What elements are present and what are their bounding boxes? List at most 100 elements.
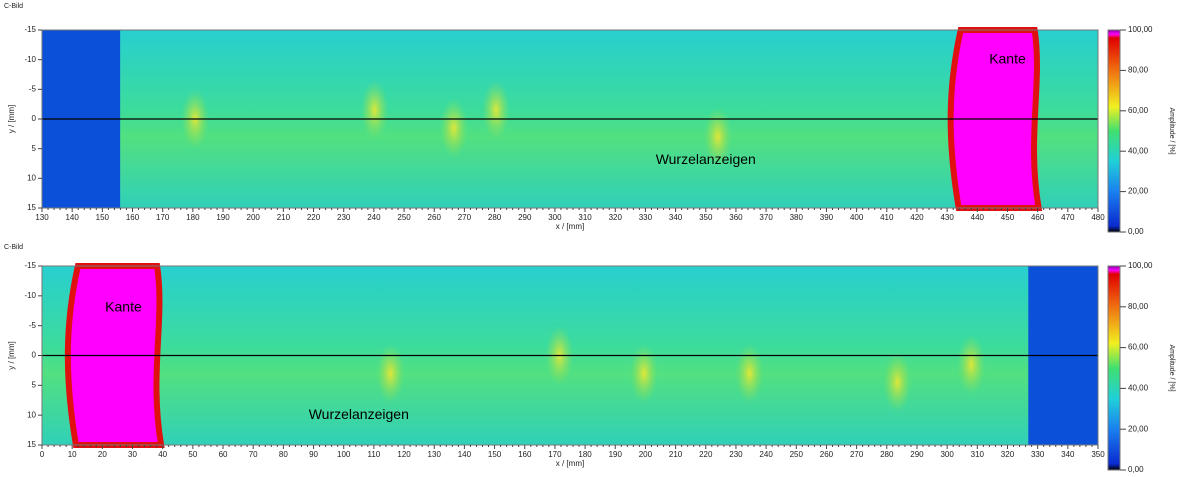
annotation: Kante	[105, 298, 142, 314]
colorbar-tick-label: 40,00	[1128, 146, 1149, 155]
x-tick-label: 230	[729, 450, 743, 459]
y-tick-label: 15	[27, 440, 36, 449]
x-tick-label: 90	[309, 450, 318, 459]
y-tick-label: -15	[24, 25, 36, 34]
x-tick-label: 410	[880, 213, 894, 222]
indication	[630, 343, 658, 403]
colorbar-tick-label: 20,00	[1128, 424, 1149, 433]
indication	[361, 80, 389, 140]
x-tick-label: 260	[428, 213, 442, 222]
y-tick-label: -5	[29, 321, 37, 330]
x-tick-label: 250	[790, 450, 804, 459]
y-tick-label: 0	[32, 351, 37, 360]
x-axis-label: x / [mm]	[556, 459, 584, 468]
x-tick-label: 10	[68, 450, 77, 459]
x-tick-label: 220	[699, 450, 713, 459]
x-tick-label: 190	[216, 213, 230, 222]
indication	[883, 352, 911, 412]
y-axis-label: y / [mm]	[7, 105, 16, 133]
x-tick-label: 100	[337, 450, 351, 459]
x-tick-label: 210	[669, 450, 683, 459]
indication	[482, 80, 510, 140]
c-scan-screenshot: C-Bild1301401501601701801902002102202302…	[0, 0, 1182, 477]
x-tick-label: 240	[759, 450, 773, 459]
x-tick-label: 130	[35, 213, 49, 222]
colorbar-tick-label: 0,00	[1128, 227, 1144, 236]
x-tick-label: 20	[98, 450, 107, 459]
x-tick-label: 470	[1061, 213, 1075, 222]
x-tick-label: 450	[1001, 213, 1015, 222]
x-tick-label: 440	[971, 213, 985, 222]
x-tick-label: 310	[971, 450, 985, 459]
x-tick-label: 200	[639, 450, 653, 459]
colorbar-tick-label: 60,00	[1128, 106, 1149, 115]
colorbar-tick-label: 100,00	[1128, 25, 1153, 34]
panel-caption: C-Bild	[4, 244, 23, 251]
x-tick-label: 80	[279, 450, 288, 459]
x-tick-label: 150	[96, 213, 110, 222]
y-axis-label: y / [mm]	[7, 341, 16, 369]
colorbar-tick-label: 0,00	[1128, 465, 1144, 474]
x-tick-label: 70	[249, 450, 258, 459]
x-tick-label: 170	[156, 213, 170, 222]
x-tick-label: 290	[518, 213, 532, 222]
colorbar	[1108, 30, 1120, 232]
x-tick-label: 60	[219, 450, 228, 459]
x-tick-label: 400	[850, 213, 864, 222]
x-tick-label: 50	[188, 450, 197, 459]
x-tick-label: 380	[790, 213, 804, 222]
x-tick-label: 200	[247, 213, 261, 222]
x-tick-label: 350	[1091, 450, 1105, 459]
x-tick-label: 120	[397, 450, 411, 459]
x-tick-label: 140	[458, 450, 472, 459]
x-tick-label: 260	[820, 450, 834, 459]
y-tick-label: 15	[27, 203, 36, 212]
x-tick-label: 300	[940, 450, 954, 459]
y-tick-label: 10	[27, 410, 36, 419]
panel-caption: C-Bild	[4, 3, 23, 10]
colorbar-tick-label: 80,00	[1128, 302, 1149, 311]
indication	[440, 98, 468, 158]
x-tick-label: 340	[669, 213, 683, 222]
colorbar-tick-label: 40,00	[1128, 384, 1149, 393]
x-tick-label: 390	[820, 213, 834, 222]
y-tick-label: -10	[24, 291, 36, 300]
indication	[957, 334, 985, 394]
x-tick-label: 280	[488, 213, 502, 222]
x-tick-label: 250	[397, 213, 411, 222]
colorbar-tick-label: 80,00	[1128, 66, 1149, 75]
x-axis-label: x / [mm]	[556, 222, 584, 231]
colorbar-tick-label: 60,00	[1128, 343, 1149, 352]
x-tick-label: 40	[158, 450, 167, 459]
y-tick-label: -15	[24, 261, 36, 270]
x-tick-label: 290	[910, 450, 924, 459]
y-tick-label: 5	[32, 380, 37, 389]
x-tick-label: 360	[729, 213, 743, 222]
y-tick-label: 5	[32, 144, 37, 153]
x-tick-label: 370	[759, 213, 773, 222]
annotation: Wurzelanzeigen	[656, 151, 756, 167]
x-tick-label: 220	[307, 213, 321, 222]
y-tick-label: -10	[24, 55, 36, 64]
x-tick-label: 110	[368, 450, 381, 459]
x-tick-label: 420	[910, 213, 924, 222]
colorbar-label: Amplitude / [%]	[1168, 107, 1175, 154]
x-tick-label: 240	[367, 213, 381, 222]
x-tick-label: 230	[337, 213, 351, 222]
x-tick-label: 190	[609, 450, 623, 459]
x-tick-label: 460	[1031, 213, 1045, 222]
annotation: Wurzelanzeigen	[309, 406, 409, 422]
x-tick-label: 350	[699, 213, 713, 222]
x-tick-label: 160	[126, 213, 140, 222]
colorbar-tick-label: 100,00	[1128, 261, 1153, 270]
colorbar-tick-label: 20,00	[1128, 187, 1149, 196]
x-tick-label: 270	[458, 213, 472, 222]
x-tick-label: 130	[428, 450, 442, 459]
y-tick-label: -5	[29, 84, 37, 93]
x-tick-label: 300	[548, 213, 562, 222]
x-tick-label: 30	[128, 450, 137, 459]
y-tick-label: 10	[27, 173, 36, 182]
x-tick-label: 160	[518, 450, 532, 459]
x-tick-label: 140	[65, 213, 79, 222]
x-tick-label: 320	[609, 213, 623, 222]
